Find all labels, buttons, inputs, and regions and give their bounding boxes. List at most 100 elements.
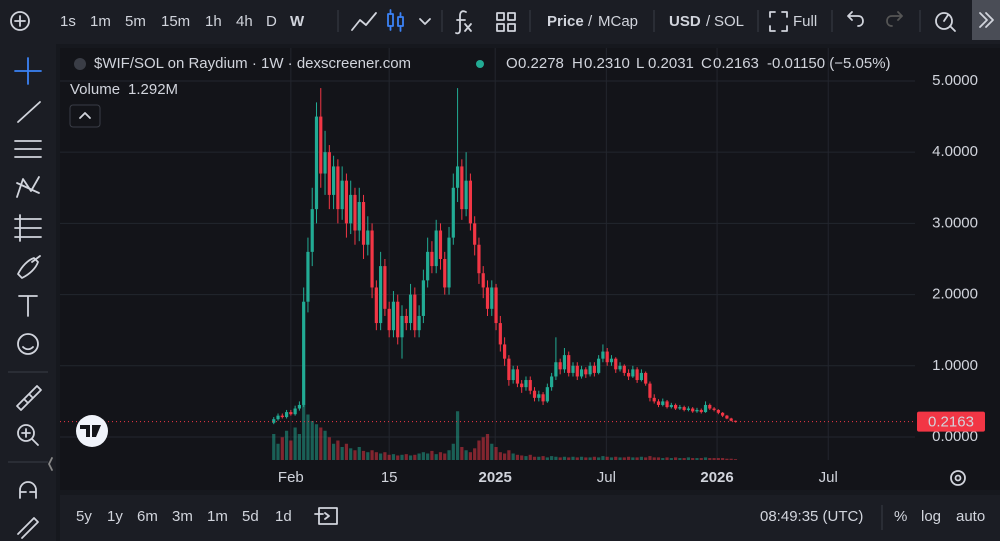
candle-body (383, 266, 387, 309)
snapshot-icon[interactable] (935, 12, 956, 32)
y-tick-label: 4.0000 (932, 143, 978, 160)
scale-option[interactable]: auto (956, 508, 985, 525)
emoji-tool[interactable] (17, 333, 39, 355)
candle-body (477, 244, 481, 274)
volume-bar (592, 456, 596, 460)
candle-body (584, 369, 588, 375)
volume-bar (682, 458, 686, 460)
collapse-legend[interactable] (69, 104, 101, 128)
volume-bar (678, 458, 682, 460)
range-button[interactable]: 1y (107, 508, 123, 525)
candle-body (434, 230, 438, 267)
range-button[interactable]: 5y (76, 508, 92, 525)
volume-bar (644, 457, 648, 460)
candle-body (438, 230, 443, 259)
ruler-tool[interactable] (16, 385, 42, 411)
zoom-tool[interactable] (17, 424, 39, 446)
range-button[interactable]: 1d (275, 508, 292, 525)
scale-option[interactable]: log (921, 508, 941, 525)
candle-body (520, 383, 524, 388)
candle-body (571, 365, 575, 373)
candle-body (729, 418, 733, 421)
candle-body (682, 407, 686, 410)
candle-body (344, 180, 349, 224)
volume-bar (725, 458, 729, 460)
scale-option[interactable]: % (894, 508, 907, 525)
magnet-tool[interactable] (19, 481, 37, 499)
volume-bar (733, 459, 738, 460)
candle-body (468, 180, 472, 224)
volume-bar (297, 434, 301, 460)
currency-toggle[interactable]: USD (669, 13, 701, 30)
range-button[interactable]: 1m (207, 508, 228, 525)
undo-icon[interactable] (847, 11, 864, 27)
volume-bar (387, 454, 391, 460)
volume-bar (588, 457, 592, 460)
ohlc-value: 0.2278 (518, 55, 564, 72)
currency-toggle[interactable]: SOL (714, 13, 744, 30)
sidebar-toggle[interactable] (48, 457, 53, 471)
add-icon[interactable] (10, 11, 30, 31)
crosshair-tool[interactable] (14, 57, 42, 85)
volume-bar (708, 458, 712, 460)
candle-body (652, 397, 656, 402)
trendline-tool[interactable] (17, 101, 41, 123)
volume-bar (366, 452, 370, 460)
fib-tool[interactable] (14, 140, 42, 158)
y-tick-label: 5.0000 (932, 72, 978, 89)
volume-bar (584, 457, 588, 460)
volume-bar (695, 458, 699, 460)
candle-body (404, 315, 408, 324)
line-chart-icon[interactable] (351, 12, 377, 31)
volume-bar (558, 457, 562, 460)
price-toggle[interactable]: Price (547, 13, 584, 30)
interval-button[interactable]: 4h (236, 13, 253, 30)
volume-bar (426, 453, 430, 460)
candle-icon[interactable] (387, 9, 404, 32)
ohlc-value: 0.2031 (648, 55, 694, 72)
pattern-tool[interactable] (16, 176, 40, 198)
volume-bar (336, 440, 340, 460)
fullscreen-button[interactable]: Full (793, 13, 817, 30)
volume-bar (691, 458, 695, 460)
chart-type-dropdown[interactable] (419, 18, 431, 25)
candle-body (562, 355, 567, 370)
mcap-toggle[interactable]: MCap (598, 13, 638, 30)
interval-button[interactable]: 1h (205, 13, 222, 30)
fullscreen-icon[interactable] (769, 11, 788, 32)
interval-button[interactable]: 1s (60, 13, 76, 30)
candle-body (302, 301, 306, 405)
volume-bar (374, 452, 378, 460)
settings-icon[interactable] (950, 470, 966, 486)
candle-body (592, 365, 596, 373)
candle-body (635, 369, 639, 381)
volume-bar (451, 443, 455, 460)
candle-body (374, 287, 378, 324)
interval-button[interactable]: W (290, 13, 305, 30)
interval-button[interactable]: 5m (125, 13, 146, 30)
volume-bar (579, 456, 584, 460)
interval-button[interactable]: D (266, 13, 277, 30)
candle-body (609, 358, 614, 363)
volume-bar (712, 458, 716, 460)
range-button[interactable]: 5d (242, 508, 259, 525)
range-button[interactable]: 3m (172, 508, 193, 525)
price-change: -0.01150 (−5.05%) (767, 55, 891, 72)
text-tool[interactable] (18, 295, 38, 317)
candle-body (314, 116, 319, 210)
volume-bar (332, 443, 336, 460)
volume-bar (609, 457, 614, 460)
goto-date-icon[interactable] (314, 507, 338, 525)
interval-button[interactable]: 1m (90, 13, 111, 30)
interval-button[interactable]: 15m (161, 13, 190, 30)
candle-body (699, 409, 703, 413)
layout-icon[interactable] (496, 12, 516, 32)
candle-body (503, 344, 507, 359)
last-price-box (917, 411, 985, 432)
indicators-icon[interactable] (455, 10, 472, 35)
draw-mode-tool[interactable] (17, 517, 39, 539)
range-button[interactable]: 6m (137, 508, 158, 525)
brush-tool[interactable] (17, 255, 41, 279)
volume-bar (716, 458, 720, 460)
prediction-tool[interactable] (14, 214, 42, 242)
